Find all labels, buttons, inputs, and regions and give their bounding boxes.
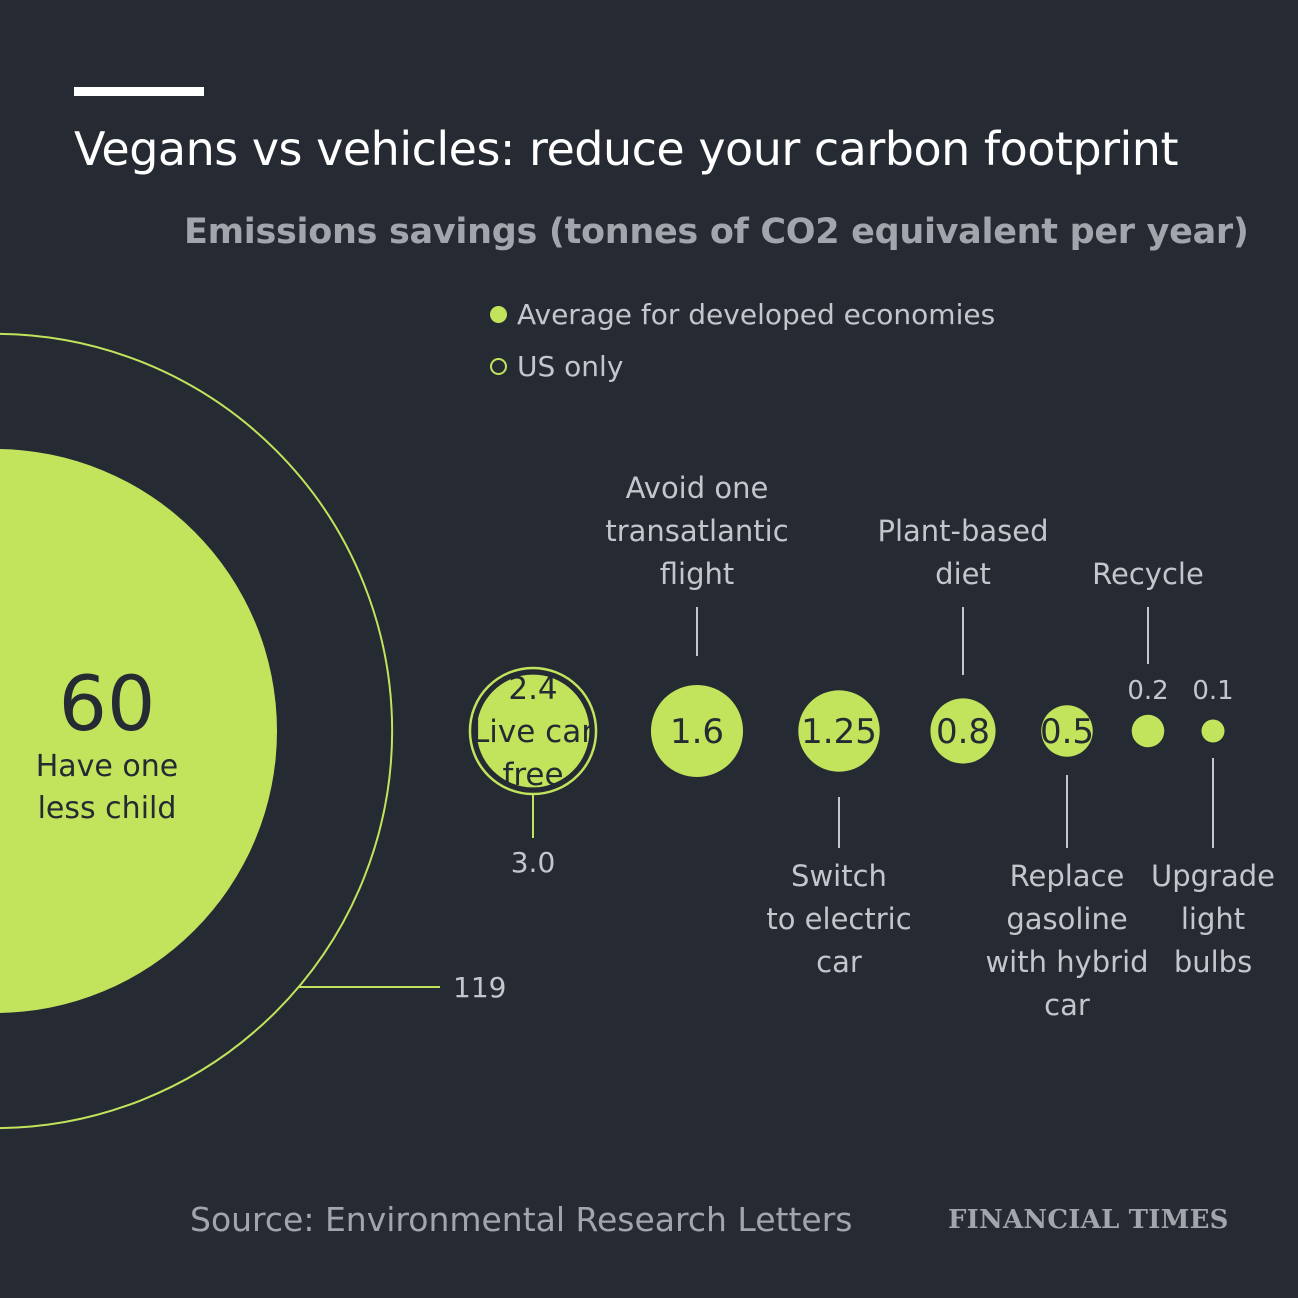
bubble-label-electric-car-line-2: to electric bbox=[766, 902, 911, 936]
bubble-value-electric-car: 1.25 bbox=[801, 712, 877, 752]
bubble-value-light-bulbs: 0.1 bbox=[1192, 676, 1233, 706]
chart-subtitle: Emissions savings (tonnes of CO2 equival… bbox=[184, 212, 1249, 252]
bubble-label-flight-line-1: Avoid one bbox=[626, 471, 769, 505]
legend-item-average: Average for developed economies bbox=[490, 288, 995, 340]
bubble-light-bulbs bbox=[1201, 719, 1225, 743]
bubble-label-plant-diet-line-1: Plant-based bbox=[877, 514, 1048, 548]
bubble-label-hybrid-car-line-3: with hybrid bbox=[985, 945, 1148, 979]
bubble-value-flight: 1.6 bbox=[670, 712, 724, 752]
bubble-label-plant-diet-line-2: diet bbox=[935, 557, 991, 591]
bubble-value-plant-diet: 0.8 bbox=[936, 712, 990, 752]
bubble-label-light-bulbs-line-3: bulbs bbox=[1174, 945, 1252, 979]
bubble-label-electric-car-line-1: Switch bbox=[791, 859, 887, 893]
bubble-label-light-bulbs-line-1: Upgrade bbox=[1151, 859, 1275, 893]
bubble-label-hybrid-car-line-2: gasoline bbox=[1006, 902, 1127, 936]
bubble-label-flight-line-2: transatlantic bbox=[605, 514, 788, 548]
bubble-value-less-child: 60 bbox=[59, 659, 156, 748]
bubble-label-less-child-line-1: Have one bbox=[36, 749, 179, 784]
title-accent-bar bbox=[74, 87, 204, 96]
bubble-label-less-child-line-2: less child bbox=[38, 791, 177, 826]
bubble-label-flight-line-3: flight bbox=[660, 557, 734, 591]
legend: Average for developed economies US only bbox=[490, 288, 995, 392]
bubble-label-recycle-line-1: Recycle bbox=[1092, 557, 1204, 591]
brand-logo: FINANCIAL TIMES bbox=[948, 1205, 1229, 1235]
bubble-label-hybrid-car-line-1: Replace bbox=[1010, 859, 1125, 893]
bubble-hybrid-car bbox=[1041, 705, 1093, 757]
bubble-flight bbox=[650, 684, 744, 778]
bubble-electric-car bbox=[798, 690, 880, 772]
bubble-less-child bbox=[0, 449, 277, 1013]
bubble-less-child-us-ring bbox=[0, 332, 394, 1130]
bubble-label-car-free-line-1: Live car bbox=[472, 714, 594, 750]
chart-title: Vegans vs vehicles: reduce your carbon f… bbox=[74, 122, 1179, 176]
bubble-label-hybrid-car-line-4: car bbox=[1044, 988, 1090, 1022]
legend-label-average: Average for developed economies bbox=[517, 297, 996, 331]
legend-label-us-only: US only bbox=[517, 349, 624, 383]
source-note: Source: Environmental Research Letters bbox=[190, 1200, 853, 1239]
bubble-car-free bbox=[476, 674, 590, 788]
us-value-car-free: 3.0 bbox=[511, 846, 556, 879]
legend-item-us-only: US only bbox=[490, 340, 995, 392]
us-value-less-child: 119 bbox=[453, 971, 506, 1004]
bubble-label-electric-car-line-3: car bbox=[816, 945, 862, 979]
bubble-value-recycle: 0.2 bbox=[1127, 676, 1168, 706]
bubble-label-car-free-line-2: free bbox=[502, 757, 563, 793]
legend-ring-dot-icon bbox=[490, 357, 507, 375]
legend-filled-dot-icon bbox=[490, 305, 507, 323]
bubble-value-car-free: 2.4 bbox=[508, 671, 557, 707]
bubble-value-hybrid-car: 0.5 bbox=[1040, 712, 1094, 752]
bubble-plant-diet bbox=[930, 698, 996, 764]
bubble-recycle bbox=[1131, 714, 1165, 748]
bubble-label-light-bulbs-line-2: light bbox=[1181, 902, 1245, 936]
